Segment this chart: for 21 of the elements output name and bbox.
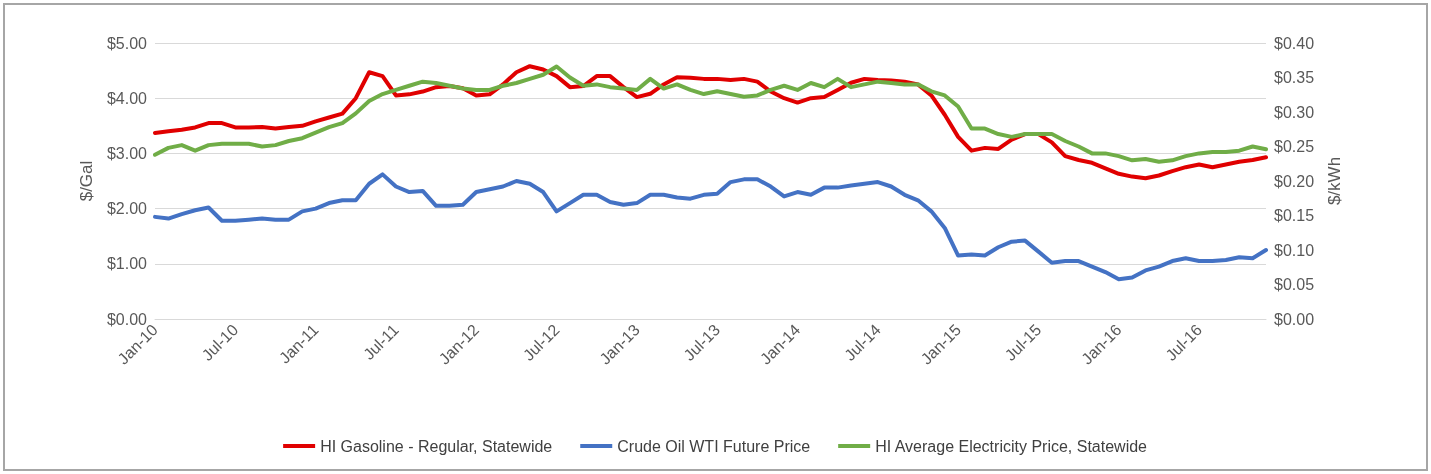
y-tick-label: $4.00: [106, 89, 148, 107]
y-tick-label: $5.00: [106, 34, 148, 52]
y2-tick-label: $0.15: [1274, 207, 1315, 224]
y-tick-label: $3.00: [106, 144, 148, 162]
y2-tick-label: $0.20: [1274, 172, 1315, 190]
y-tick-label: $0.00: [106, 310, 148, 328]
y-axis-title: $/Gal: [77, 160, 96, 202]
y2-tick-label: $0.00: [1274, 310, 1315, 328]
line-series: [153, 172, 1268, 282]
y2-tick-label: $0.05: [1274, 276, 1315, 293]
y2-tick-label: $0.30: [1274, 103, 1315, 121]
legend-label: HI Average Electricity Price, Statewide: [875, 437, 1148, 455]
legend-label: HI Gasoline - Regular, Statewide: [320, 437, 553, 455]
y-tick-label: $1.00: [106, 255, 148, 273]
y2-tick-label: $0.40: [1274, 34, 1315, 52]
y2-tick-label: $0.25: [1274, 138, 1315, 155]
y-tick-label: $2.00: [106, 200, 148, 218]
y2-axis-title: $/kWh: [1325, 156, 1344, 206]
y2-tick-label: $0.35: [1274, 69, 1315, 86]
y2-tick-label: $0.10: [1274, 241, 1315, 259]
legend-label: Crude Oil WTI Future Price: [617, 437, 811, 455]
